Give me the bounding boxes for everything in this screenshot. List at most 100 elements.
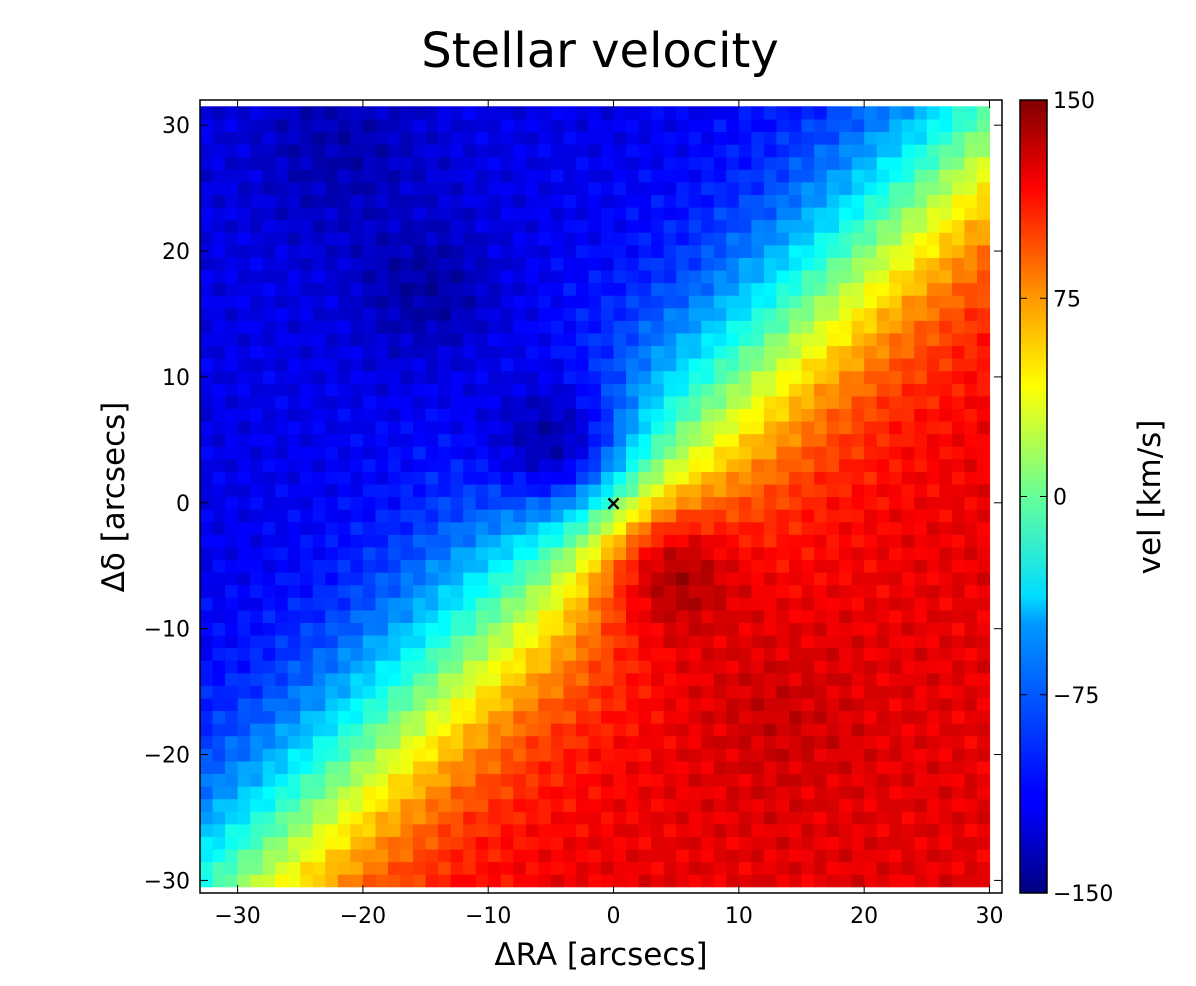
map-cell bbox=[575, 181, 590, 196]
map-cell bbox=[676, 370, 690, 384]
map-cell bbox=[889, 622, 903, 636]
map-cell bbox=[400, 811, 414, 825]
map-cell bbox=[525, 446, 539, 460]
map-cell bbox=[801, 395, 815, 409]
map-cell bbox=[575, 861, 590, 875]
map-cell bbox=[337, 269, 351, 284]
map-cell bbox=[839, 433, 853, 447]
map-cell bbox=[450, 358, 464, 372]
map-cell bbox=[751, 584, 765, 598]
map-cell bbox=[287, 358, 301, 372]
map-cell bbox=[839, 244, 853, 258]
map-cell bbox=[713, 131, 727, 145]
map-cell bbox=[275, 760, 289, 775]
map-cell bbox=[601, 861, 615, 875]
map-cell bbox=[488, 194, 502, 208]
map-cell bbox=[663, 370, 677, 384]
map-cell bbox=[851, 509, 865, 523]
map-cell bbox=[513, 395, 527, 409]
map-cell bbox=[337, 798, 351, 812]
map-cell bbox=[801, 735, 815, 749]
map-cell bbox=[400, 420, 414, 435]
map-cell bbox=[325, 156, 339, 170]
map-cell bbox=[525, 572, 539, 586]
map-cell bbox=[588, 408, 602, 422]
map-cell bbox=[926, 169, 940, 183]
map-cell bbox=[488, 408, 502, 422]
y-tick-label: −10 bbox=[144, 618, 190, 643]
map-cell bbox=[250, 370, 264, 384]
map-cell bbox=[976, 597, 991, 611]
map-cell bbox=[312, 534, 326, 548]
map-cell bbox=[563, 584, 577, 598]
map-cell bbox=[275, 874, 289, 888]
map-cell bbox=[212, 786, 226, 800]
map-cell bbox=[325, 358, 339, 372]
map-cell bbox=[613, 534, 627, 548]
map-cell bbox=[651, 848, 665, 863]
map-cell bbox=[450, 395, 464, 409]
map-cell bbox=[776, 232, 790, 246]
map-cell bbox=[287, 181, 301, 196]
map-cell bbox=[362, 206, 377, 221]
map-cell bbox=[638, 697, 652, 712]
map-cell bbox=[588, 332, 602, 347]
map-cell bbox=[601, 848, 615, 863]
map-cell bbox=[400, 773, 414, 787]
map-cell bbox=[638, 181, 652, 196]
map-cell bbox=[926, 118, 940, 133]
map-cell bbox=[864, 144, 878, 158]
map-cell bbox=[237, 219, 251, 233]
map-cell bbox=[601, 874, 615, 888]
map-cell bbox=[663, 748, 677, 762]
map-cell bbox=[325, 572, 339, 586]
map-cell bbox=[688, 232, 702, 246]
map-cell bbox=[738, 307, 752, 321]
map-cell bbox=[275, 572, 289, 586]
map-cell bbox=[601, 534, 615, 548]
map-cell bbox=[713, 383, 727, 397]
map-cell bbox=[613, 647, 627, 661]
map-cell bbox=[250, 559, 264, 573]
colorbar-tick-label: 75 bbox=[1053, 287, 1081, 312]
map-cell bbox=[864, 194, 878, 208]
map-cell bbox=[488, 836, 502, 850]
map-cell bbox=[726, 131, 740, 145]
map-cell bbox=[300, 672, 314, 686]
map-cell bbox=[926, 861, 940, 875]
map-cell bbox=[926, 634, 940, 649]
map-cell bbox=[964, 861, 978, 875]
map-cell bbox=[550, 773, 565, 787]
map-cell bbox=[237, 332, 251, 347]
map-cell bbox=[939, 395, 953, 409]
map-cell bbox=[200, 269, 214, 284]
map-cell bbox=[776, 244, 790, 258]
map-cell bbox=[362, 584, 377, 598]
map-cell bbox=[839, 697, 853, 712]
map-cell bbox=[951, 647, 966, 661]
map-cell bbox=[626, 458, 640, 472]
map-cell bbox=[788, 282, 803, 296]
map-cell bbox=[538, 773, 552, 787]
map-cell bbox=[225, 584, 239, 598]
map-cell bbox=[826, 358, 840, 372]
map-cell bbox=[964, 169, 978, 183]
map-cell bbox=[212, 874, 226, 888]
map-cell bbox=[212, 219, 226, 233]
map-cell bbox=[425, 269, 439, 284]
map-cell bbox=[525, 282, 539, 296]
map-cell bbox=[976, 823, 991, 837]
map-cell bbox=[939, 697, 953, 712]
map-cell bbox=[425, 660, 439, 674]
map-cell bbox=[626, 735, 640, 749]
map-cell bbox=[763, 735, 778, 749]
map-cell bbox=[601, 181, 615, 196]
map-cell bbox=[375, 106, 389, 120]
map-cell bbox=[287, 332, 301, 347]
map-cell bbox=[575, 509, 590, 523]
map-cell bbox=[475, 534, 489, 548]
map-cell bbox=[738, 874, 752, 888]
map-cell bbox=[914, 320, 928, 334]
